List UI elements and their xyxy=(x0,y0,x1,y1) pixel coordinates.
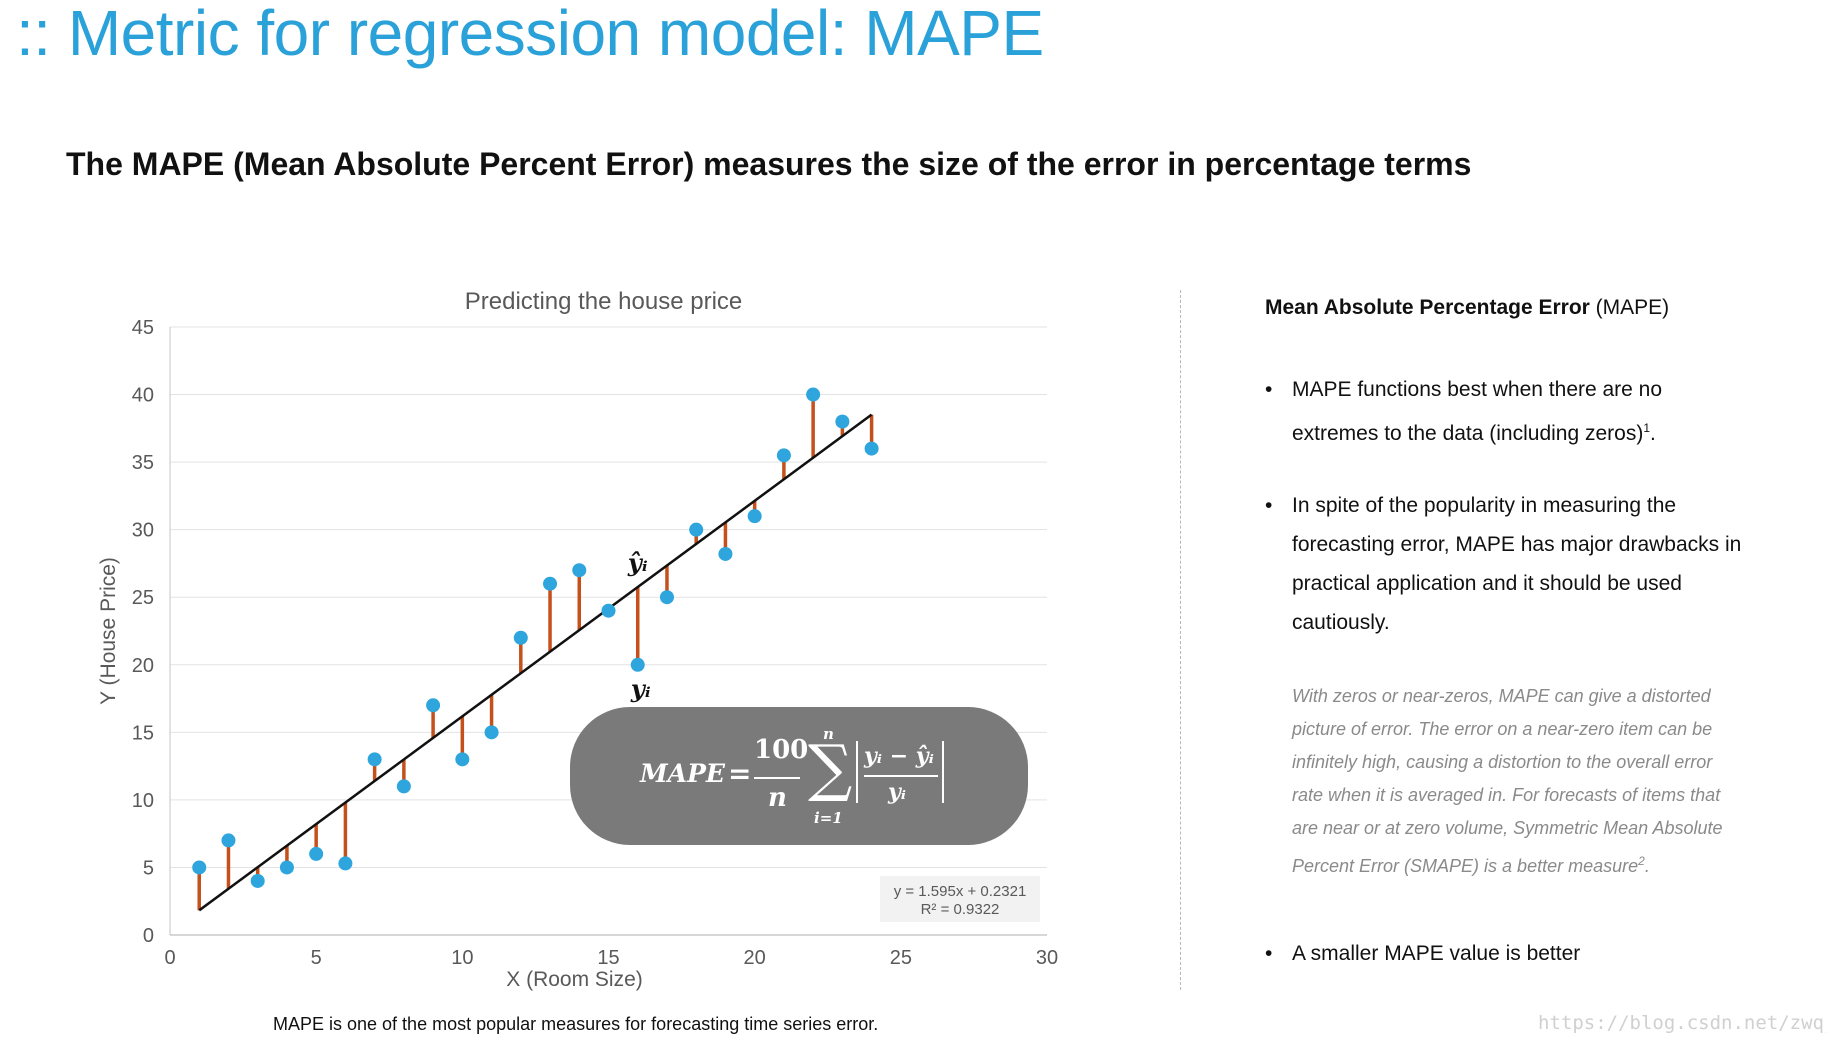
trend-equation: y = 1.595x + 0.2321 xyxy=(894,883,1027,900)
y-tick-label: 35 xyxy=(132,452,154,474)
data-point xyxy=(309,846,324,861)
residual-lines xyxy=(197,394,874,911)
abs-bar-left xyxy=(856,741,858,803)
data-point xyxy=(426,698,441,713)
data-point xyxy=(279,860,294,875)
y-axis-title: Y (House Price) xyxy=(97,557,120,705)
chart-gridlines xyxy=(170,326,1047,868)
formula-denominator: n xyxy=(768,783,787,813)
data-point xyxy=(572,563,587,578)
data-point xyxy=(221,833,236,848)
bullet-text: MAPE functions best when there are no ex… xyxy=(1292,378,1663,445)
data-point xyxy=(630,657,645,672)
sum-lower-limit: i=1 xyxy=(814,809,843,827)
x-tick-label: 25 xyxy=(890,947,912,969)
data-point xyxy=(718,546,733,561)
heading-bold: Mean Absolute Percentage Error xyxy=(1265,296,1590,319)
x-tick-label: 5 xyxy=(311,947,322,969)
chart-title: Predicting the house price xyxy=(465,288,743,315)
data-point xyxy=(396,779,411,794)
inner-denominator: yᵢ xyxy=(888,779,907,805)
right-panel-heading: Mean Absolute Percentage Error (MAPE) xyxy=(1265,296,1669,320)
inner-numerator: yᵢ − ŷᵢ xyxy=(864,743,934,769)
y-tick-label: 40 xyxy=(132,385,154,407)
smape-note: With zeros or near-zeros, MAPE can give … xyxy=(1292,686,1723,876)
bullet-icon: • xyxy=(1265,378,1273,401)
sigma-symbol: ∑ xyxy=(808,731,853,804)
bullet-text: A smaller MAPE value is better xyxy=(1292,942,1581,965)
y-tick-label: 25 xyxy=(132,587,154,609)
bullet-icon: • xyxy=(1265,942,1273,965)
watermark-url: https://blog.csdn.net/zwqjoy xyxy=(1538,1012,1826,1034)
y-tick-label: 45 xyxy=(132,317,154,339)
y-tick-label: 30 xyxy=(132,520,154,542)
y-tick-label: 20 xyxy=(132,655,154,677)
bullet-icon: • xyxy=(1265,494,1273,517)
formula-numerator: 100 xyxy=(754,735,809,765)
r-squared: R² = 0.9322 xyxy=(921,901,1000,918)
formula-equals: = xyxy=(728,757,752,790)
bullet-item-3: • A smaller MAPE value is better xyxy=(1265,934,1745,973)
slide-subtitle: The MAPE (Mean Absolute Percent Error) m… xyxy=(66,146,1472,182)
y-tick-label: 10 xyxy=(132,790,154,812)
data-points xyxy=(192,387,879,888)
data-point xyxy=(513,630,528,645)
x-tick-label: 0 xyxy=(164,947,175,969)
data-point xyxy=(689,522,704,537)
sum-upper-limit: n xyxy=(823,725,834,743)
data-point xyxy=(338,856,353,871)
data-point xyxy=(747,509,762,524)
bullet-item-2: • In spite of the popularity in measurin… xyxy=(1265,486,1745,642)
formula-fraction-bar xyxy=(754,777,800,779)
data-point xyxy=(864,441,879,456)
panel-divider xyxy=(1180,290,1181,990)
formula-lhs: MAPE xyxy=(640,759,725,788)
bullet-item-1: • MAPE functions best when there are no … xyxy=(1265,370,1745,453)
x-tick-label: 30 xyxy=(1036,947,1058,969)
bullet-text: In spite of the popularity in measuring … xyxy=(1292,494,1742,634)
data-point xyxy=(367,752,382,767)
y-tick-label: 0 xyxy=(143,925,154,947)
yhat-annotation: ŷᵢ xyxy=(627,548,648,577)
trend-equation-box xyxy=(880,876,1040,922)
data-point xyxy=(484,725,499,740)
x-tick-label: 10 xyxy=(451,947,473,969)
inner-fraction-bar xyxy=(864,775,938,777)
chart-axes xyxy=(169,327,1047,936)
trendline xyxy=(198,413,873,912)
x-tick-label: 15 xyxy=(597,947,619,969)
data-point xyxy=(601,603,616,618)
trendline-line xyxy=(198,413,873,912)
data-point xyxy=(776,448,791,463)
data-point xyxy=(543,576,558,591)
heading-rest: (MAPE) xyxy=(1589,296,1670,319)
abs-bar-right xyxy=(942,741,944,803)
y-tick-label: 15 xyxy=(132,722,154,744)
chart-labels: 0 5 10 15 20 25 30 35 40 45 0 5 10 15 20 25 30 Predicting… xyxy=(97,288,1058,991)
scatter-chart: 0 5 10 15 20 25 30 35 40 45 0 5 10 15 20 25 30 Predicting… xyxy=(97,288,1058,991)
x-axis-title: X (Room Size) xyxy=(506,968,643,991)
data-point xyxy=(455,752,470,767)
x-tick-label: 20 xyxy=(744,947,766,969)
mape-formula: MAPE = 100 n n ∑ i=1 yᵢ − ŷᵢ yᵢ xyxy=(570,707,1028,845)
data-point xyxy=(659,590,674,605)
mape-formula-box: MAPE = 100 n n ∑ i=1 yᵢ − ŷᵢ yᵢ xyxy=(570,707,1028,845)
data-point xyxy=(806,387,821,402)
y-annotation: yᵢ xyxy=(630,674,651,703)
data-point xyxy=(250,873,265,888)
data-point xyxy=(192,860,207,875)
y-tick-label: 5 xyxy=(143,857,154,879)
slide-title: :: Metric for regression model: MAPE xyxy=(16,0,1044,69)
chart-caption: MAPE is one of the most popular measures… xyxy=(273,1014,879,1034)
data-point xyxy=(835,414,850,429)
